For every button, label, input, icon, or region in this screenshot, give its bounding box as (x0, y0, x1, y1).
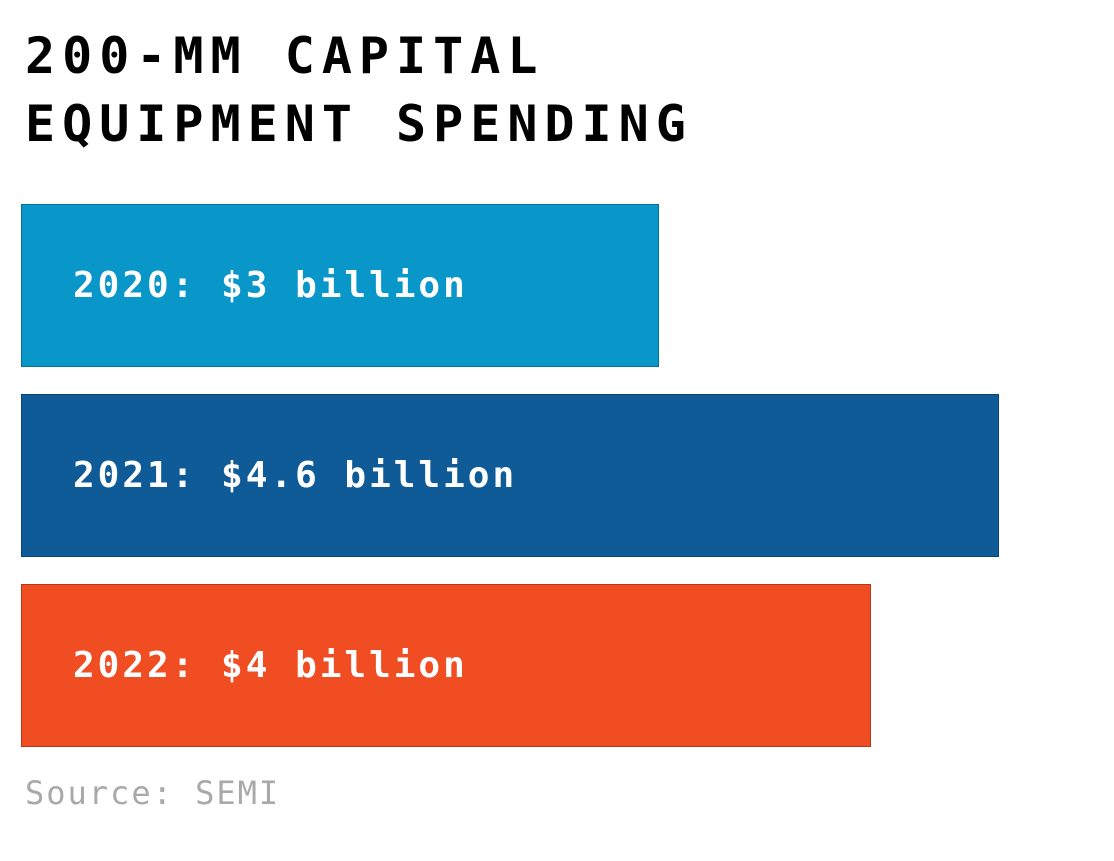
source-attribution: Source: SEMI (25, 774, 281, 812)
bar-2020: 2020: $3 billion (21, 204, 659, 367)
bar-label-2020: 2020: $3 billion (73, 265, 468, 306)
bar-chart: 2020: $3 billion 2021: $4.6 billion 2022… (21, 204, 1114, 747)
chart-title-line1: 200-MM CAPITAL (25, 27, 545, 85)
bar-2021: 2021: $4.6 billion (21, 394, 999, 557)
bar-label-2022: 2022: $4 billion (73, 645, 468, 686)
chart-title-line2: EQUIPMENT SPENDING (25, 95, 693, 153)
bar-2022: 2022: $4 billion (21, 584, 871, 747)
chart-title: 200-MM CAPITAL EQUIPMENT SPENDING (25, 22, 1114, 158)
bar-label-2021: 2021: $4.6 billion (73, 455, 518, 496)
